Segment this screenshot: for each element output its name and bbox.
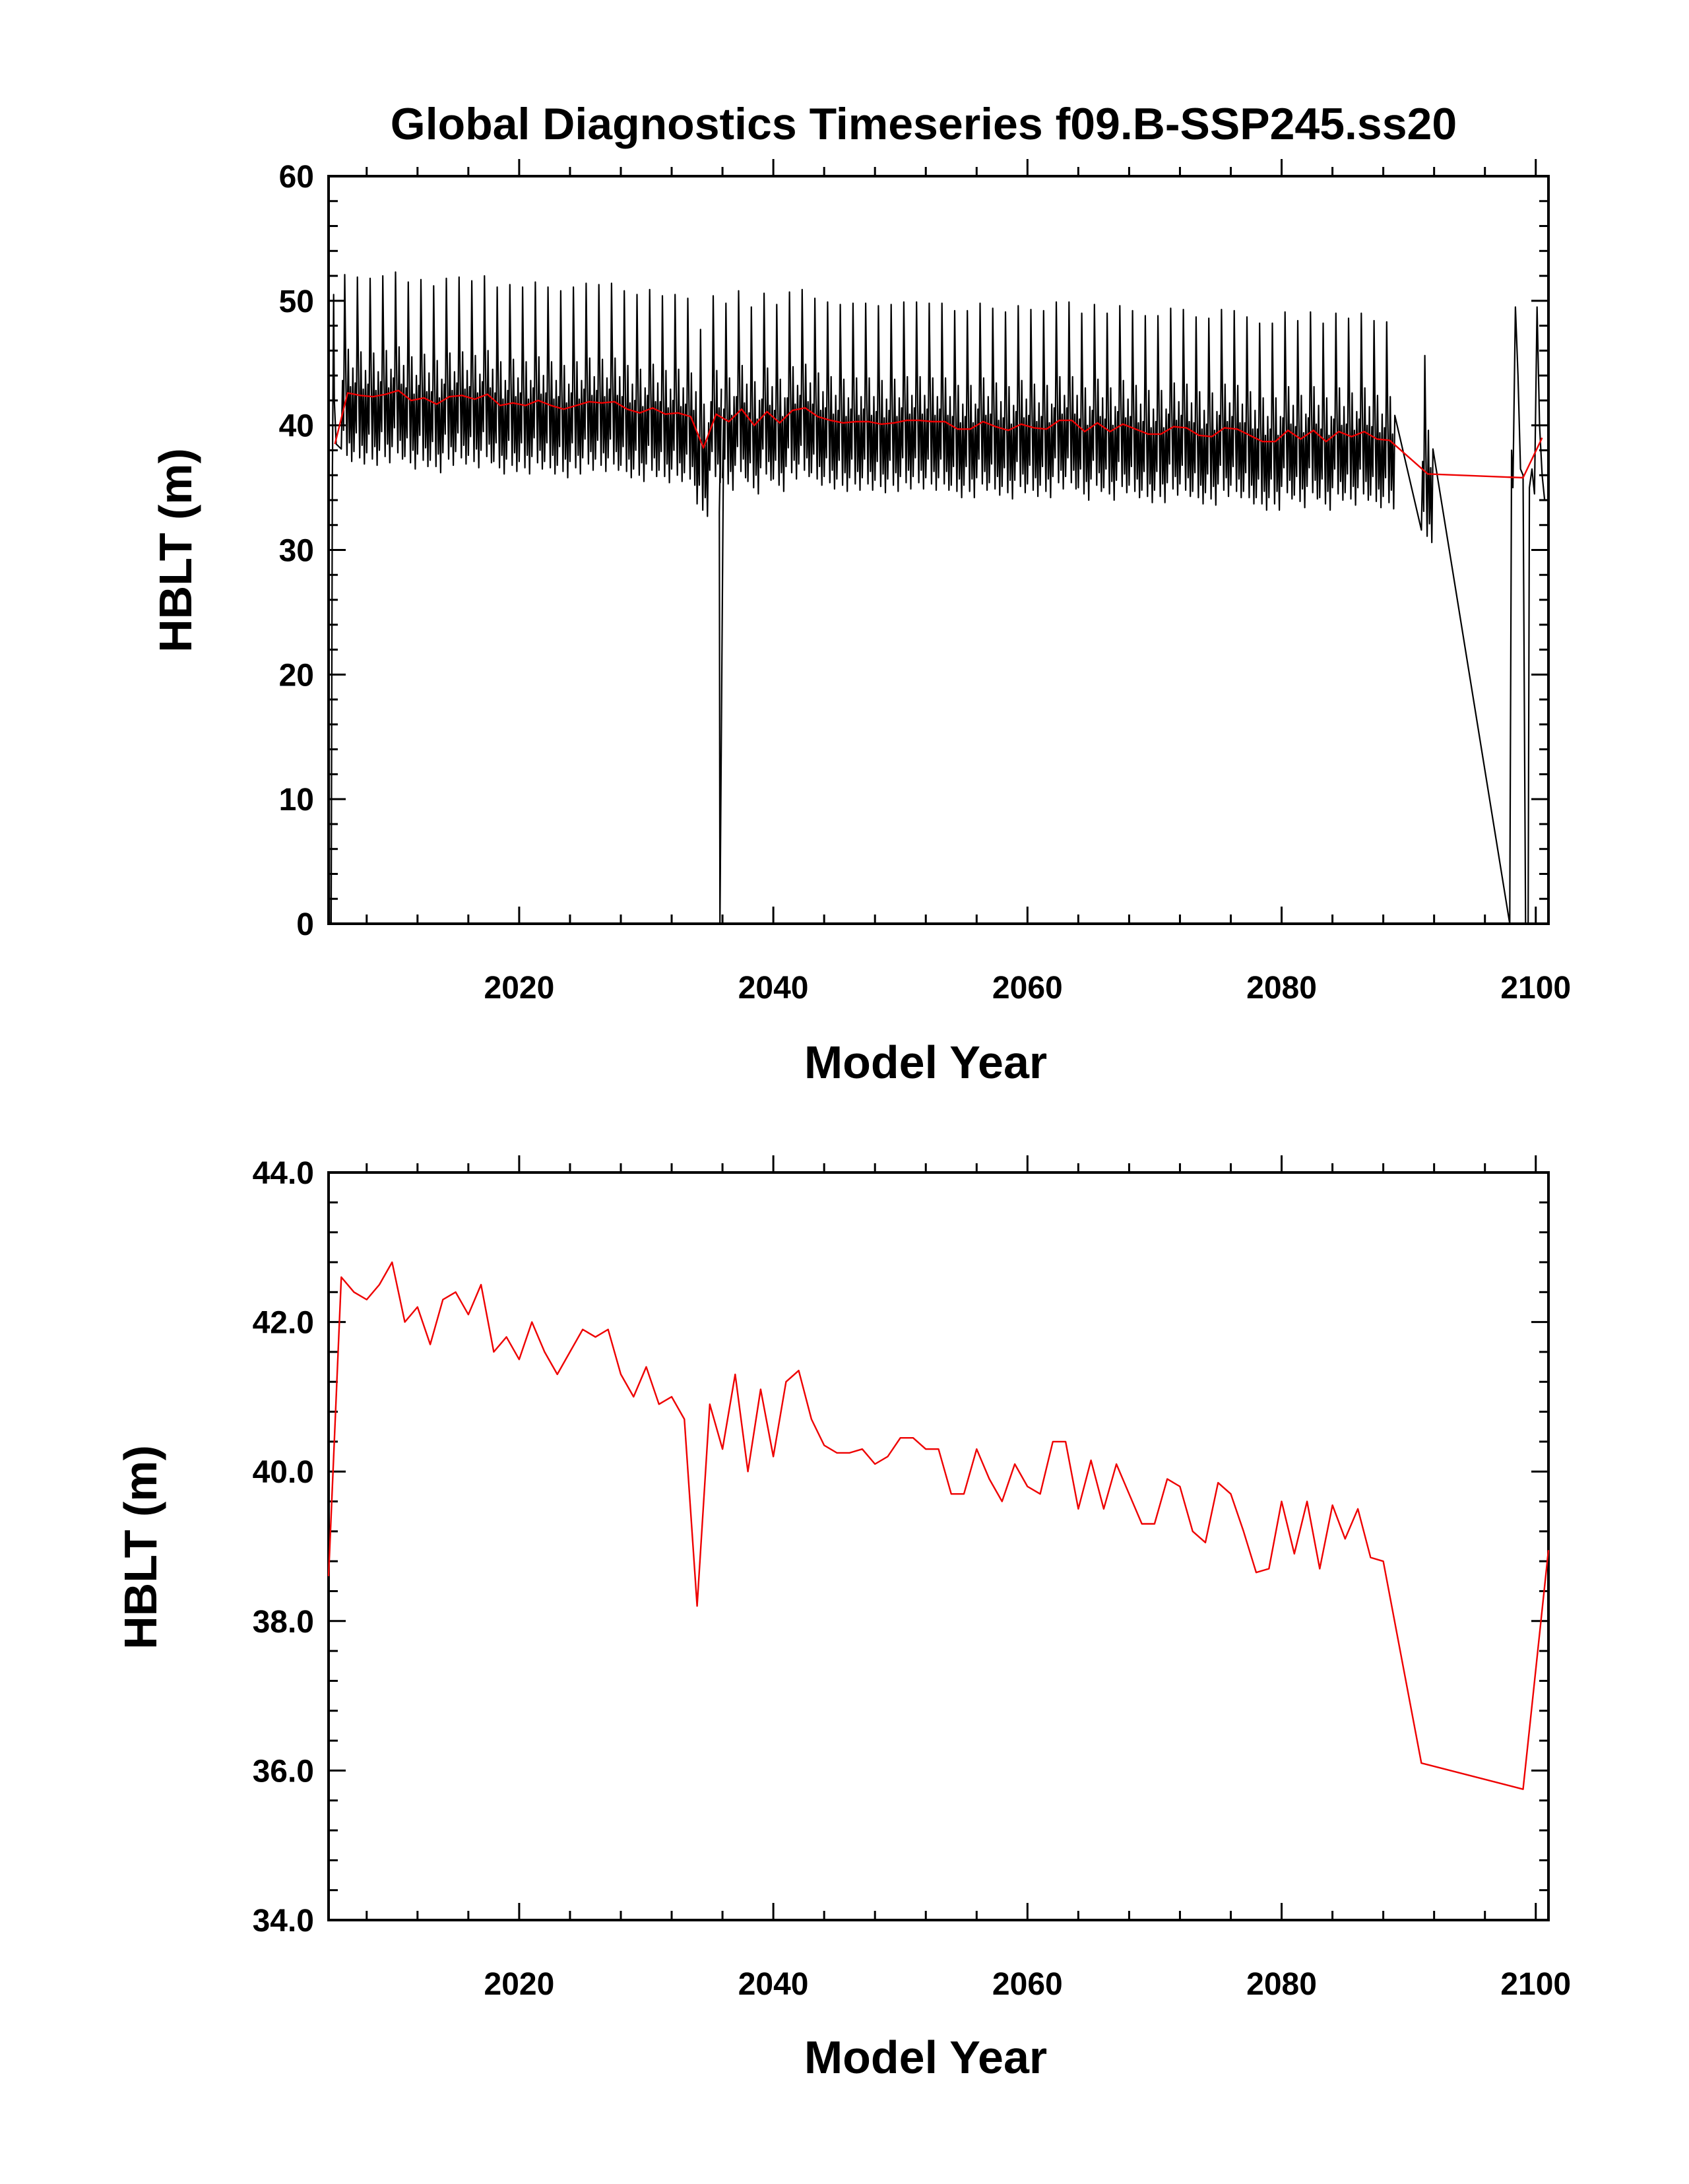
bottom-series bbox=[327, 1261, 1550, 1790]
annual-series-line bbox=[327, 1261, 1550, 1790]
bottom-x-axis-label: Model Year bbox=[804, 2032, 1047, 2083]
y-tick-label: 0 bbox=[296, 907, 314, 942]
y-tick-label: 50 bbox=[279, 284, 314, 319]
x-tick-label: 2020 bbox=[484, 1967, 555, 2002]
x-tick-label: 2080 bbox=[1246, 1967, 1317, 2002]
y-tick-label: 34.0 bbox=[253, 1904, 314, 1939]
y-tick-label: 40.0 bbox=[253, 1455, 314, 1490]
y-tick-label: 44.0 bbox=[253, 1156, 314, 1191]
y-tick-label: 60 bbox=[279, 160, 314, 195]
monthly-series-line bbox=[327, 271, 1548, 925]
top-panel: 0 10 20 30 40 50 60 2020 2040 2060 2080 2100 Model … bbox=[150, 159, 1571, 1088]
figure-title: Global Diagnostics Timeseries f09.B-SSP2… bbox=[391, 99, 1457, 149]
top-y-axis-label: HBLT (m) bbox=[150, 448, 201, 653]
x-tick-label: 2060 bbox=[992, 971, 1063, 1006]
y-tick-label: 20 bbox=[279, 658, 314, 693]
x-tick-label: 2060 bbox=[992, 1967, 1063, 2002]
y-tick-label: 38.0 bbox=[253, 1605, 314, 1640]
y-tick-label: 40 bbox=[279, 409, 314, 444]
y-tick-label: 36.0 bbox=[253, 1754, 314, 1789]
y-tick-label: 42.0 bbox=[253, 1306, 314, 1341]
x-tick-label: 2020 bbox=[484, 971, 555, 1006]
x-tick-label: 2080 bbox=[1246, 971, 1317, 1006]
x-tick-label: 2040 bbox=[738, 1967, 809, 2002]
bottom-panel: 34.0 36.0 38.0 40.0 42.0 44.0 2020 2040 2060 2080… bbox=[115, 1155, 1571, 2083]
y-tick-label: 10 bbox=[279, 783, 314, 818]
bottom-plot-frame bbox=[327, 1171, 1550, 1921]
top-x-axis-label: Model Year bbox=[804, 1037, 1047, 1088]
annual-series-line bbox=[334, 389, 1543, 479]
x-tick-label: 2100 bbox=[1500, 1967, 1571, 2002]
x-tick-label: 2100 bbox=[1500, 971, 1571, 1006]
bottom-ticks bbox=[329, 1155, 1548, 1921]
top-series bbox=[327, 271, 1548, 925]
x-tick-label: 2040 bbox=[738, 971, 809, 1006]
bottom-y-axis-label: HBLT (m) bbox=[115, 1445, 166, 1650]
bottom-tick-labels: 34.0 36.0 38.0 40.0 42.0 44.0 2020 2040 2060 2080… bbox=[253, 1156, 1572, 2002]
top-tick-labels: 0 10 20 30 40 50 60 2020 2040 2060 2080 2100 bbox=[279, 160, 1572, 1006]
top-plot-frame bbox=[327, 175, 1550, 925]
top-ticks bbox=[329, 159, 1548, 925]
y-tick-label: 30 bbox=[279, 534, 314, 569]
